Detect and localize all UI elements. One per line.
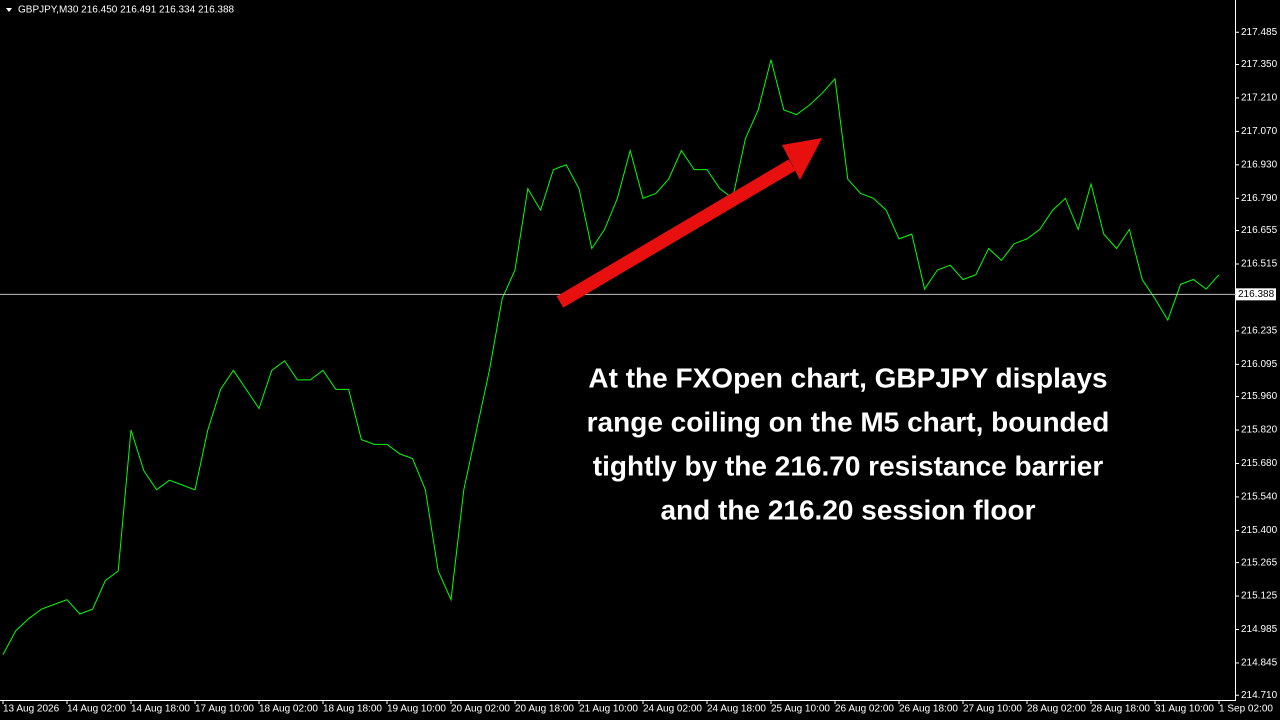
y-tick-label: 217.485 [1241, 27, 1278, 38]
x-tick-label: 31 Aug 10:00 [1155, 704, 1214, 715]
annotation-line: tightly by the 216.70 resistance barrier [593, 450, 1104, 481]
plot [0, 59, 1236, 655]
y-tick-label: 215.820 [1241, 425, 1278, 436]
x-tick-label: 26 Aug 18:00 [899, 704, 958, 715]
menu-marker [6, 8, 12, 12]
y-tick-label: 215.540 [1241, 492, 1278, 503]
y-tick-label: 214.985 [1241, 624, 1278, 635]
x-tick-label: 28 Aug 18:00 [1091, 704, 1150, 715]
y-tick-label: 216.790 [1241, 193, 1278, 204]
header: GBPJPY,M30 216.450 216.491 216.334 216.3… [18, 5, 235, 16]
y-tick-label: 216.930 [1241, 159, 1278, 170]
y-tick-label: 216.235 [1241, 326, 1278, 337]
x-tick-label: 21 Aug 10:00 [579, 704, 638, 715]
current-price-box [1236, 288, 1276, 301]
x-tick-label: 13 Aug 2026 [3, 704, 60, 715]
x-tick-label: 24 Aug 18:00 [707, 704, 766, 715]
x-tick-label: 19 Aug 10:00 [387, 704, 446, 715]
annotation-line: At the FXOpen chart, GBPJPY displays [588, 362, 1107, 393]
y-tick-label: 215.400 [1241, 525, 1278, 536]
y-tick-label: 216.515 [1241, 259, 1278, 270]
x-tick-label: 28 Aug 02:00 [1027, 704, 1086, 715]
x-tick-label: 25 Aug 10:00 [771, 704, 830, 715]
annotation-line: and the 216.20 session floor [660, 494, 1035, 525]
y-tick-label: 214.710 [1241, 690, 1278, 701]
x-tick-label: 20 Aug 18:00 [515, 704, 574, 715]
annotation: At the FXOpen chart, GBPJPY displays rang… [587, 362, 1110, 525]
annotation-line: range coiling on the M5 chart, bounded [587, 406, 1110, 437]
x-tick-label: 14 Aug 02:00 [67, 704, 126, 715]
arrow [556, 138, 822, 308]
y-tick-label: 215.960 [1241, 391, 1278, 402]
arrow-shaft [556, 159, 796, 308]
current-price-label: 216.388 [1238, 289, 1275, 300]
y-tick-label: 217.350 [1241, 59, 1278, 70]
price-line [2, 59, 1220, 655]
x-tick-label: 18 Aug 18:00 [323, 704, 382, 715]
x-tick-label: 18 Aug 02:00 [259, 704, 318, 715]
y-tick-label: 215.265 [1241, 557, 1278, 568]
x-tick-label: 24 Aug 02:00 [643, 704, 702, 715]
y-tick-label: 216.095 [1241, 359, 1278, 370]
y-tick-label: 216.655 [1241, 225, 1278, 236]
x-tick-label: 27 Aug 10:00 [963, 704, 1022, 715]
y-tick-label: 215.680 [1241, 458, 1278, 469]
y-tick-label: 217.070 [1241, 126, 1278, 137]
x-tick-label: 26 Aug 02:00 [835, 704, 894, 715]
x-tick-label: 17 Aug 10:00 [195, 704, 254, 715]
arrow-head [782, 138, 822, 180]
x-tick-label: 20 Aug 02:00 [451, 704, 510, 715]
y-tick-label: 215.125 [1241, 591, 1278, 602]
x-tick-label: 14 Aug 18:00 [131, 704, 190, 715]
x-tick-label: 1 Sep 02:00 [1219, 704, 1273, 715]
y-tick-label: 214.845 [1241, 658, 1278, 669]
y-tick-label: 217.210 [1241, 93, 1278, 104]
